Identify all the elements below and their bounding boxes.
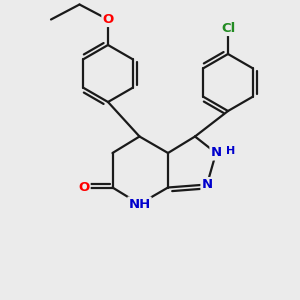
- Text: N: N: [201, 178, 213, 191]
- Text: Cl: Cl: [221, 22, 235, 35]
- Text: O: O: [78, 181, 90, 194]
- Text: H: H: [226, 146, 235, 157]
- Text: N: N: [210, 146, 222, 160]
- Text: O: O: [102, 13, 114, 26]
- Text: NH: NH: [128, 197, 151, 211]
